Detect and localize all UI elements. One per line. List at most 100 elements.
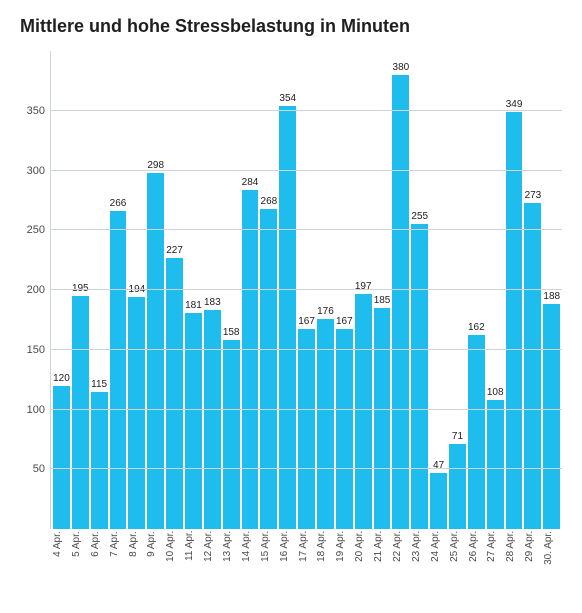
bar: 188	[543, 304, 560, 529]
bar: 255	[411, 224, 428, 529]
bar-rect	[430, 473, 447, 529]
bar-rect	[223, 340, 240, 529]
x-tick-label: 22 Apr.	[392, 531, 409, 569]
bar-value-label: 176	[317, 306, 334, 317]
x-tick-label: 25 Apr.	[449, 531, 466, 569]
y-tick-label: 50	[33, 463, 51, 475]
x-tick-label: 23 Apr.	[411, 531, 428, 569]
gridline: 300	[51, 170, 562, 171]
bar-value-label: 183	[204, 297, 221, 308]
bar: 268	[260, 209, 277, 529]
x-tick-label: 10 Apr.	[165, 531, 182, 569]
y-tick-label: 200	[27, 284, 51, 296]
bars-container: 1201951152661942982271811831582842683541…	[51, 51, 562, 529]
bar-rect	[524, 203, 541, 529]
x-tick-label: 15 Apr.	[260, 531, 277, 569]
bar: 227	[166, 258, 183, 529]
x-tick-label: 20 Apr.	[354, 531, 371, 569]
bar: 197	[355, 294, 372, 529]
bar-rect	[242, 190, 259, 529]
bar: 181	[185, 313, 202, 529]
bar: 273	[524, 203, 541, 529]
bar-value-label: 268	[261, 196, 278, 207]
x-tick-label: 4 Apr.	[52, 531, 69, 569]
x-tick-label: 14 Apr.	[241, 531, 258, 569]
bar: 167	[336, 329, 353, 529]
plot-area: 1201951152661942982271811831582842683541…	[50, 51, 562, 529]
x-tick-label: 17 Apr.	[298, 531, 315, 569]
bar-value-label: 273	[525, 190, 542, 201]
bar-rect	[166, 258, 183, 529]
x-tick-label: 13 Apr.	[222, 531, 239, 569]
x-tick-label: 21 Apr.	[373, 531, 390, 569]
bar: 195	[72, 296, 89, 529]
bar-rect	[543, 304, 560, 529]
gridline: 150	[51, 349, 562, 350]
bar-rect	[506, 112, 523, 529]
bar-rect	[128, 297, 145, 529]
bar-value-label: 167	[336, 316, 353, 327]
bar-value-label: 162	[468, 322, 485, 333]
bar: 349	[506, 112, 523, 529]
bar: 185	[374, 308, 391, 529]
bar-rect	[110, 211, 127, 529]
x-tick-label: 12 Apr.	[203, 531, 220, 569]
bar-rect	[392, 75, 409, 529]
x-tick-label: 24 Apr.	[430, 531, 447, 569]
x-tick-label: 30. Apr.	[543, 531, 560, 569]
bar-rect	[53, 386, 70, 529]
bar-value-label: 120	[53, 373, 70, 384]
bar-value-label: 181	[185, 300, 202, 311]
bar-value-label: 167	[298, 316, 315, 327]
bar: 47	[430, 473, 447, 529]
bar-value-label: 349	[506, 99, 523, 110]
y-tick-label: 250	[27, 224, 51, 236]
bar-rect	[185, 313, 202, 529]
bar-rect	[374, 308, 391, 529]
bar-rect	[317, 319, 334, 529]
x-tick-label: 19 Apr.	[335, 531, 352, 569]
bar-value-label: 188	[543, 291, 560, 302]
gridline: 50	[51, 468, 562, 469]
bar: 158	[223, 340, 240, 529]
x-tick-label: 27 Apr.	[486, 531, 503, 569]
bar-rect	[91, 392, 108, 529]
bar: 176	[317, 319, 334, 529]
bar-value-label: 380	[393, 62, 410, 73]
bar-rect	[449, 444, 466, 529]
bar: 266	[110, 211, 127, 529]
x-tick-label: 26 Apr.	[468, 531, 485, 569]
bar: 120	[53, 386, 70, 529]
y-tick-label: 100	[27, 404, 51, 416]
x-tick-label: 11 Apr.	[184, 531, 201, 569]
bar-rect	[204, 310, 221, 529]
y-tick-label: 350	[27, 105, 51, 117]
bar: 284	[242, 190, 259, 529]
bar-value-label: 255	[411, 211, 428, 222]
x-tick-label: 9 Apr.	[146, 531, 163, 569]
bar: 71	[449, 444, 466, 529]
bar-rect	[72, 296, 89, 529]
x-tick-label: 6 Apr.	[90, 531, 107, 569]
bar-value-label: 185	[374, 295, 391, 306]
x-tick-label: 7 Apr.	[109, 531, 126, 569]
bar-value-label: 71	[452, 431, 463, 442]
y-tick-label: 300	[27, 165, 51, 177]
bar-rect	[468, 335, 485, 529]
bar-value-label: 354	[279, 93, 296, 104]
x-axis: 4 Apr.5 Apr.6 Apr.7 Apr.8 Apr.9 Apr.10 A…	[50, 531, 562, 569]
gridline: 200	[51, 289, 562, 290]
bar: 183	[204, 310, 221, 529]
gridline: 350	[51, 110, 562, 111]
x-tick-label: 29 Apr.	[524, 531, 541, 569]
bar-rect	[298, 329, 315, 529]
bar-value-label: 284	[242, 177, 259, 188]
gridline: 100	[51, 409, 562, 410]
bar-value-label: 115	[91, 379, 107, 390]
bar-rect	[260, 209, 277, 529]
x-tick-label: 18 Apr.	[316, 531, 333, 569]
bar-rect	[487, 400, 504, 529]
x-tick-label: 28 Apr.	[505, 531, 522, 569]
bar: 380	[392, 75, 409, 529]
bar-value-label: 266	[110, 198, 127, 209]
